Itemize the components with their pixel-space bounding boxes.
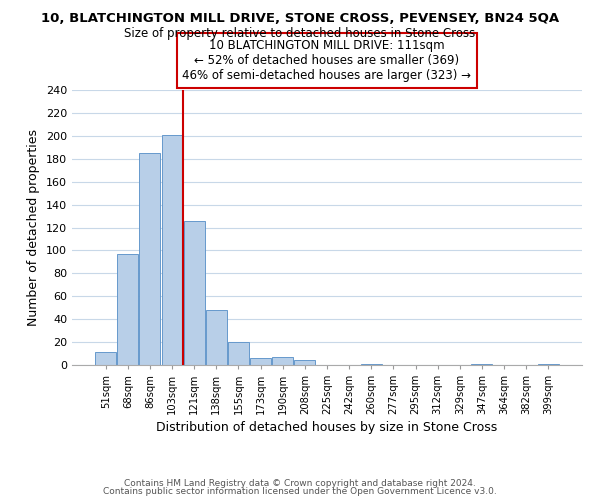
Bar [161, 134, 182, 365]
Bar [250, 358, 271, 365]
Text: Contains public sector information licensed under the Open Government Licence v3: Contains public sector information licen… [103, 487, 497, 496]
Bar [228, 342, 249, 365]
Bar [538, 364, 559, 365]
Y-axis label: Number of detached properties: Number of detached properties [28, 129, 40, 326]
Bar [118, 254, 139, 365]
Text: Contains HM Land Registry data © Crown copyright and database right 2024.: Contains HM Land Registry data © Crown c… [124, 478, 476, 488]
Bar [139, 153, 160, 365]
Text: Size of property relative to detached houses in Stone Cross: Size of property relative to detached ho… [124, 28, 476, 40]
X-axis label: Distribution of detached houses by size in Stone Cross: Distribution of detached houses by size … [157, 422, 497, 434]
Bar [361, 364, 382, 365]
Bar [472, 364, 493, 365]
Bar [95, 352, 116, 365]
Bar [206, 310, 227, 365]
Text: 10, BLATCHINGTON MILL DRIVE, STONE CROSS, PEVENSEY, BN24 5QA: 10, BLATCHINGTON MILL DRIVE, STONE CROSS… [41, 12, 559, 26]
Bar [184, 220, 205, 365]
Text: 10 BLATCHINGTON MILL DRIVE: 111sqm
← 52% of detached houses are smaller (369)
46: 10 BLATCHINGTON MILL DRIVE: 111sqm ← 52%… [182, 39, 472, 82]
Bar [272, 357, 293, 365]
Bar [295, 360, 316, 365]
